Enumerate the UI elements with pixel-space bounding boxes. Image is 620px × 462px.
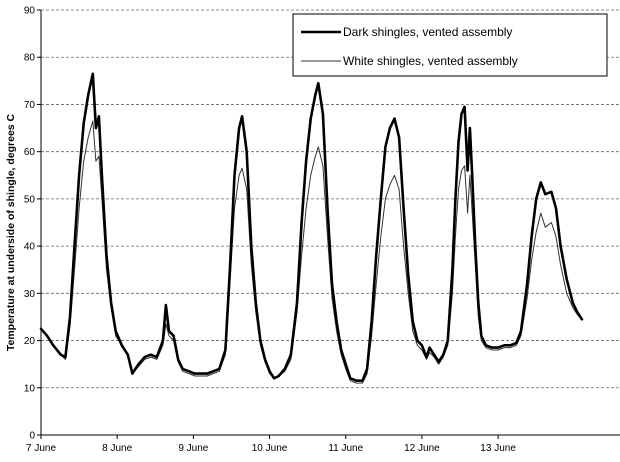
legend-box: [292, 13, 608, 77]
x-tick-labels: 7 June 8 June 9 June 10 June 11 June 12 June 1…: [26, 435, 516, 454]
x-tick-label-2: 9 June: [178, 443, 208, 454]
x-tick-label-5: 12 June: [404, 443, 440, 454]
y-tick-label-10: 10: [24, 383, 36, 394]
y-tick-label-0: 0: [29, 431, 35, 442]
series-lines: [39, 72, 584, 384]
x-tick-label-0: 7 June: [26, 443, 56, 454]
x-tick-label-6: 13 June: [480, 443, 516, 454]
series-line-dark-shingles: [39, 72, 584, 382]
y-tick-labels: 0 10 20 30 40 50 60 70 80 90: [24, 6, 41, 442]
y-tick-label-40: 40: [24, 242, 36, 253]
y-tick-label-30: 30: [24, 289, 36, 300]
y-tick-label-20: 20: [24, 336, 36, 347]
axes: [40, 10, 620, 436]
x-tick-label-3: 10 June: [252, 443, 288, 454]
x-tick-label-1: 8 June: [102, 443, 132, 454]
y-tick-label-90: 90: [24, 6, 36, 17]
legend-label-white: White shingles, vented assembly: [343, 54, 518, 68]
y-axis-title: Temperature at underside of shingle, deg…: [5, 113, 17, 351]
legend-label-dark: Dark shingles, vented assembly: [343, 25, 512, 39]
y-tick-label-60: 60: [24, 147, 36, 158]
legend: Dark shingles, vented assembly White shi…: [292, 13, 608, 77]
y-tick-label-50: 50: [24, 194, 36, 205]
x-tick-label-4: 11 June: [328, 443, 363, 454]
y-tick-label-80: 80: [24, 53, 36, 64]
y-tick-label-70: 70: [24, 100, 36, 111]
